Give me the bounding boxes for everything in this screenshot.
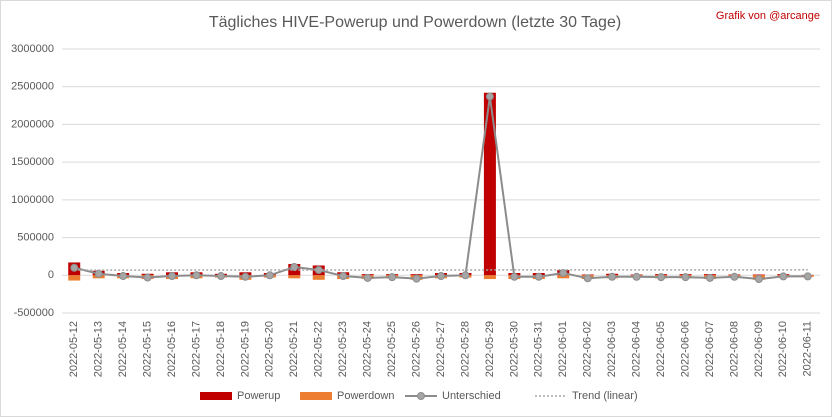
x-tick-label: 2022-05-12: [68, 321, 80, 377]
legend-label: Unterschied: [442, 390, 501, 402]
chart-title: Tägliches HIVE-Powerup und Powerdown (le…: [209, 14, 621, 31]
x-tick-label: 2022-05-16: [166, 321, 178, 377]
x-tick-label: 2022-06-05: [655, 321, 667, 377]
point: [412, 274, 421, 283]
x-tick-label: 2022-05-29: [484, 321, 496, 377]
x-tick-label: 2022-05-23: [337, 321, 349, 377]
x-tick-label: 2022-06-08: [728, 321, 740, 377]
point: [339, 272, 348, 281]
point: [265, 271, 274, 280]
point: [657, 273, 666, 282]
legend-label: Powerdown: [337, 390, 394, 402]
y-tick-label: -500000: [14, 307, 54, 319]
point: [779, 272, 788, 281]
point: [70, 263, 79, 272]
y-tick-label: 1500000: [11, 156, 54, 168]
point: [754, 275, 763, 284]
legend-swatch: [417, 392, 425, 400]
x-tick-label: 2022-05-30: [508, 321, 520, 377]
point: [803, 272, 812, 281]
point: [168, 272, 177, 281]
x-tick-label: 2022-05-28: [459, 321, 471, 377]
x-tick-label: 2022-05-27: [435, 321, 447, 377]
legend-label: Powerup: [237, 390, 280, 402]
legend-label: Trend (linear): [572, 390, 638, 402]
x-tick-label: 2022-05-25: [386, 321, 398, 377]
x-tick-label: 2022-05-22: [313, 321, 325, 377]
x-tick-label: 2022-06-07: [704, 321, 716, 377]
x-tick-label: 2022-05-19: [239, 321, 251, 377]
point: [363, 273, 372, 282]
x-tick-label: 2022-05-31: [533, 321, 545, 377]
point: [681, 273, 690, 282]
y-tick-label: 500000: [17, 231, 54, 243]
point: [510, 272, 519, 281]
x-tick-label: 2022-06-11: [802, 321, 814, 376]
x-tick-label: 2022-05-24: [362, 321, 374, 377]
x-tick-label: 2022-06-06: [679, 321, 691, 377]
point: [461, 271, 470, 280]
point: [94, 269, 103, 278]
point: [388, 273, 397, 282]
point: [192, 271, 201, 280]
point: [632, 272, 641, 281]
credit: Grafik von @arcange: [716, 10, 820, 22]
x-tick-label: 2022-05-14: [117, 321, 129, 377]
bar: [68, 275, 81, 281]
x-tick-label: 2022-05-13: [93, 321, 105, 377]
bar: [752, 274, 765, 276]
point: [437, 272, 445, 281]
x-tick-label: 2022-05-21: [288, 321, 300, 377]
bar: [483, 275, 496, 280]
bar: [288, 275, 301, 279]
y-tick-label: 1000000: [11, 194, 54, 206]
y-tick-label: 3000000: [11, 43, 54, 55]
x-tick-label: 2022-05-18: [215, 321, 227, 377]
x-tick-label: 2022-06-10: [777, 321, 789, 377]
x-tick-label: 2022-06-02: [582, 321, 594, 377]
x-tick-label: 2022-05-20: [264, 321, 276, 377]
x-tick-label: 2022-06-04: [631, 321, 643, 377]
legend-swatch: [200, 392, 232, 400]
x-tick-label: 2022-06-03: [606, 321, 618, 377]
x-tick-label: 2022-05-26: [410, 321, 422, 377]
y-tick-label: 0: [48, 269, 54, 281]
x-tick-label: 2022-05-15: [141, 321, 153, 377]
point: [730, 272, 739, 281]
point: [485, 92, 494, 101]
y-tick-label: 2500000: [11, 81, 54, 93]
y-tick-label: 2000000: [11, 118, 54, 130]
point: [608, 272, 617, 281]
x-tick-label: 2022-05-17: [190, 321, 202, 377]
point: [534, 272, 543, 281]
point: [119, 272, 128, 281]
bar: [483, 92, 496, 276]
point: [216, 272, 225, 281]
point: [583, 274, 592, 283]
point: [241, 272, 250, 281]
bar: [312, 275, 325, 280]
x-tick-label: 2022-06-09: [753, 321, 765, 377]
point: [143, 273, 152, 282]
legend-swatch: [300, 392, 332, 400]
point: [705, 273, 714, 282]
x-tick-label: 2022-06-01: [557, 321, 569, 377]
